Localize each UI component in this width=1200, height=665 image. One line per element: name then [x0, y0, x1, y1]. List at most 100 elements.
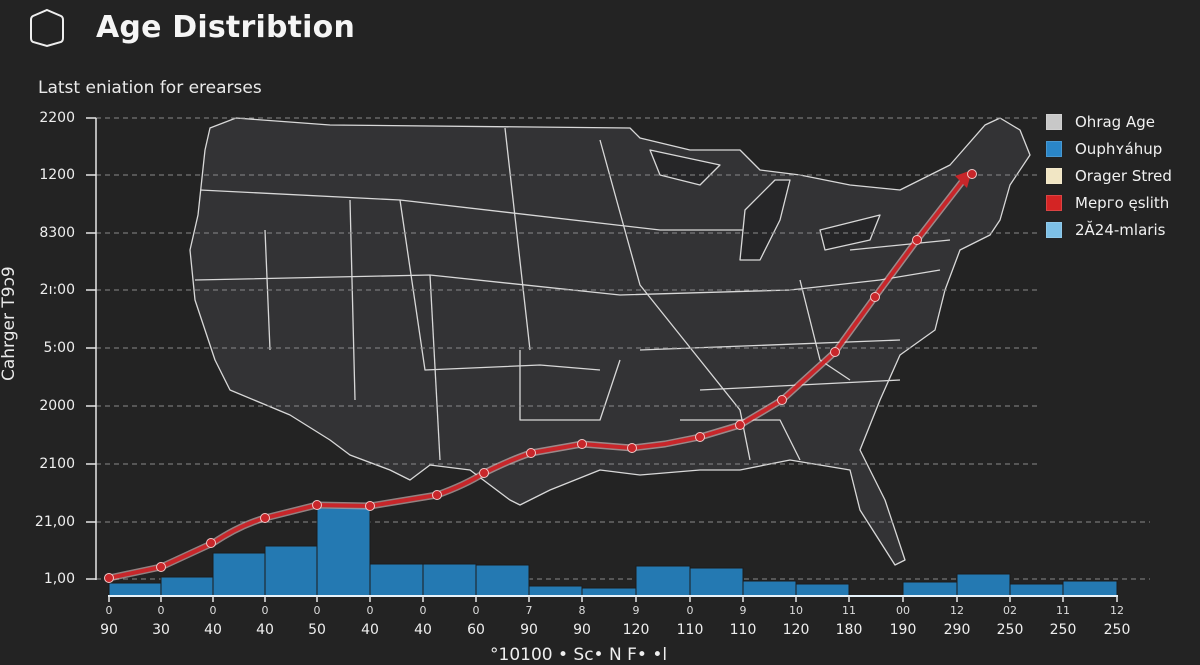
x-axis-label: °10100 • Sc• N F• •l	[490, 645, 668, 665]
x-tick-bottom: 90	[100, 622, 118, 638]
bar	[422, 563, 477, 597]
legend-item[interactable]: 2Ă24-mlaris	[1046, 216, 1172, 243]
line-point	[777, 395, 787, 405]
x-tick-top: 11	[1056, 604, 1070, 617]
line-point	[260, 513, 270, 523]
bar	[369, 563, 424, 597]
hexagon-icon	[30, 8, 64, 48]
x-tick-top: 0	[366, 604, 374, 617]
y-tick-label: 1200	[39, 167, 75, 183]
x-tick-top: 0	[313, 604, 321, 617]
bar	[581, 587, 637, 597]
legend-label: Orager Stred	[1075, 166, 1172, 185]
bar	[635, 565, 691, 597]
bar	[742, 580, 797, 597]
legend-swatch	[1046, 194, 1062, 211]
legend-swatch	[1046, 167, 1062, 184]
line-point	[912, 235, 922, 245]
legend-swatch	[1046, 113, 1062, 130]
line-point	[577, 439, 587, 449]
x-tick-bottom: 120	[782, 622, 810, 638]
line-point	[479, 468, 489, 478]
y-axis	[86, 117, 97, 580]
x-tick-top: 0	[419, 604, 427, 617]
legend-item[interactable]: Orager Stred	[1046, 162, 1172, 189]
us-map	[189, 117, 1031, 566]
x-tick-bottom: 110	[676, 622, 704, 638]
x-tick-bottom: 250	[996, 622, 1024, 638]
line-point	[432, 490, 442, 500]
line-point	[312, 500, 322, 510]
bar	[108, 582, 162, 597]
x-tick-top: 9	[632, 604, 640, 617]
x-tick-bottom: 90	[520, 622, 538, 638]
x-tick-top: 7	[525, 604, 533, 617]
line-point	[870, 292, 880, 302]
legend-item[interactable]: Ouphʏáhup	[1046, 135, 1172, 162]
y-tick-label: 1,00	[43, 571, 75, 587]
x-tick-bottom: 30	[152, 622, 170, 638]
y-tick-label: 2000	[39, 398, 75, 414]
legend-item[interactable]: Ohrag Age	[1046, 108, 1172, 135]
x-tick-bottom: 40	[361, 622, 379, 638]
chart-title: Age Distribtion	[96, 10, 356, 45]
legend-label: Mepгo ęslith	[1075, 193, 1170, 212]
legend-swatch	[1046, 140, 1062, 157]
bar	[160, 576, 214, 597]
y-tick-label: 2200	[39, 110, 75, 126]
x-tick-top: 0	[686, 604, 694, 617]
bar	[316, 507, 371, 597]
x-tick-bottom: 40	[256, 622, 274, 638]
chart-subtitle: Latst eniation for erearses	[38, 78, 262, 98]
line-point	[206, 538, 216, 548]
line-point	[104, 573, 114, 583]
bar	[795, 583, 850, 597]
line-point	[735, 420, 745, 430]
x-tick-top: 11	[842, 604, 856, 617]
legend-label: 2Ă24-mlaris	[1075, 220, 1166, 239]
bar	[475, 564, 530, 597]
x-tick-bottom: 250	[1103, 622, 1131, 638]
x-tick-bottom: 90	[573, 622, 591, 638]
x-tick-top: 8	[578, 604, 586, 617]
bar	[956, 573, 1011, 597]
legend-swatch	[1046, 221, 1062, 238]
bar	[264, 545, 318, 597]
x-tick-top: 0	[261, 604, 269, 617]
line-point	[967, 169, 977, 179]
line-point	[156, 562, 166, 572]
x-tick-bottom: 50	[308, 622, 326, 638]
x-axis-ticks	[108, 596, 1118, 602]
legend: Ohrag Age Ouphʏáhup Orager Stred Mepгo ę…	[1046, 108, 1172, 243]
legend-label: Ohrag Age	[1075, 112, 1155, 131]
x-tick-bottom: 190	[889, 622, 917, 638]
line-point	[365, 501, 375, 511]
x-tick-top: 12	[1110, 604, 1124, 617]
line-point	[830, 347, 840, 357]
x-tick-bottom: 60	[467, 622, 485, 638]
line-point	[695, 432, 705, 442]
bar	[212, 552, 266, 597]
x-tick-top: 02	[1003, 604, 1017, 617]
x-tick-bottom: 40	[414, 622, 432, 638]
legend-label: Ouphʏáhup	[1075, 139, 1163, 158]
x-tick-top: 0	[105, 604, 113, 617]
x-tick-bottom: 250	[1049, 622, 1077, 638]
y-tick-label: 2ı:00	[39, 282, 75, 298]
y-tick-label: 5:00	[43, 340, 75, 356]
line-point	[526, 448, 536, 458]
x-tick-top: 9	[739, 604, 747, 617]
line-point	[627, 443, 637, 453]
bar	[528, 585, 583, 597]
x-tick-bottom: 290	[943, 622, 971, 638]
x-tick-top: 0	[209, 604, 217, 617]
y-tick-label: 21,00	[34, 514, 75, 530]
x-tick-top: 12	[950, 604, 964, 617]
x-tick-bottom: 40	[204, 622, 222, 638]
bar	[902, 581, 958, 597]
bar	[1009, 583, 1064, 597]
x-tick-bottom: 120	[622, 622, 650, 638]
y-tick-label: 8300	[39, 225, 75, 241]
bar	[689, 567, 744, 597]
legend-item[interactable]: Mepгo ęslith	[1046, 189, 1172, 216]
